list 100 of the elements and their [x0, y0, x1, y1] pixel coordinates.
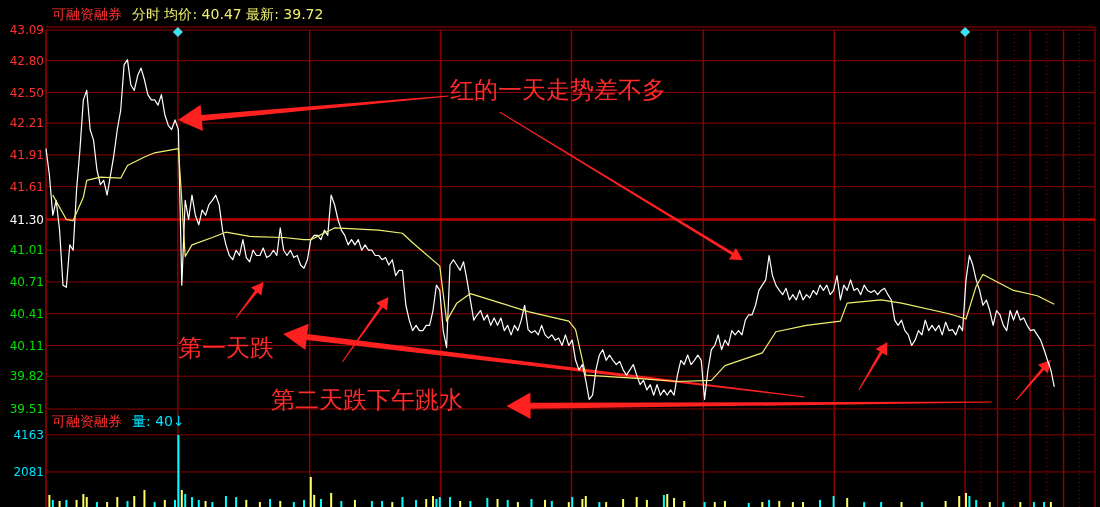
bar — [1002, 502, 1005, 507]
bar — [1019, 502, 1022, 507]
bar — [622, 499, 625, 507]
bar — [846, 497, 849, 507]
bar — [965, 492, 967, 507]
y-tick-label: 41.30 — [9, 212, 44, 227]
bar — [571, 497, 574, 507]
bar — [975, 499, 978, 507]
bar — [703, 502, 706, 507]
bar — [1043, 502, 1046, 507]
y-tick-label: 4163 — [13, 428, 44, 443]
bar — [204, 500, 207, 507]
bar — [683, 500, 686, 507]
bar — [180, 489, 183, 507]
bar — [381, 500, 384, 507]
bar — [723, 500, 726, 507]
bar — [48, 494, 51, 507]
bar — [1032, 502, 1035, 507]
bar — [153, 502, 156, 507]
bar — [459, 500, 462, 507]
bar — [880, 502, 883, 507]
y-tick-label: 42.21 — [9, 116, 44, 131]
bar — [163, 499, 166, 507]
bar — [958, 496, 961, 507]
y-tick-label: 41.91 — [9, 148, 44, 163]
bar — [224, 496, 227, 507]
bar — [65, 499, 68, 507]
y-tick-label: 39.51 — [9, 402, 44, 417]
bar — [486, 497, 489, 507]
bar — [116, 497, 119, 507]
bar — [82, 494, 85, 507]
bar — [778, 500, 781, 507]
bar — [832, 496, 835, 507]
bar — [920, 502, 923, 507]
bar — [713, 502, 716, 507]
y-tick-label: 2081 — [13, 465, 44, 480]
bar — [598, 502, 601, 507]
bar — [944, 500, 947, 507]
bar — [425, 499, 428, 507]
bar — [544, 499, 547, 507]
annotation: 第二天跌下午跳水 — [271, 386, 464, 415]
bar — [802, 502, 805, 507]
y-tick-label: 41.01 — [9, 243, 44, 258]
line-series — [52, 147, 1055, 383]
bar — [448, 497, 451, 507]
bar — [863, 502, 866, 507]
annotation: 第一天跌 — [177, 334, 274, 363]
bar — [340, 500, 343, 507]
bar — [235, 497, 238, 507]
bar — [415, 499, 418, 507]
bar — [516, 502, 519, 507]
bar — [496, 499, 499, 507]
bar — [469, 500, 472, 507]
bar — [662, 494, 665, 507]
bar — [319, 499, 322, 507]
bar — [645, 499, 648, 507]
bar — [673, 497, 676, 507]
bar — [401, 497, 404, 507]
bar — [330, 492, 333, 507]
bar — [968, 496, 971, 507]
bar — [747, 502, 750, 507]
bar — [900, 502, 903, 507]
y-tick-label: 40.41 — [9, 306, 44, 321]
y-tick-label: 40.71 — [9, 275, 44, 290]
bar — [85, 497, 88, 507]
bar — [530, 499, 533, 507]
y-tick-label: 41.61 — [9, 179, 44, 194]
bar — [988, 502, 991, 507]
bar — [245, 499, 248, 507]
chart-subtitle: 量: 40↓ — [132, 412, 185, 429]
bar — [106, 502, 109, 507]
y-tick-label: 39.82 — [9, 369, 44, 384]
annotation: 红的一天走势差不多 — [450, 76, 667, 105]
bar — [303, 499, 306, 507]
bar — [197, 499, 200, 507]
bar — [506, 499, 509, 507]
bar — [51, 499, 54, 507]
bar — [1049, 502, 1052, 507]
bar — [211, 502, 214, 507]
bar — [258, 502, 261, 507]
y-tick-label: 42.80 — [9, 53, 44, 68]
bar — [75, 499, 78, 507]
bar — [567, 502, 570, 507]
bar — [269, 499, 272, 507]
bar — [605, 502, 608, 507]
bar — [550, 500, 553, 507]
bar — [635, 497, 638, 507]
bar — [438, 497, 441, 507]
bar — [184, 494, 187, 507]
bar — [370, 500, 373, 507]
bar — [292, 502, 295, 507]
bar — [279, 500, 282, 507]
bar — [581, 499, 584, 507]
bar — [435, 499, 438, 507]
y-tick-label: 40.11 — [9, 338, 44, 353]
bar — [177, 434, 180, 507]
y-tick-label: 42.50 — [9, 85, 44, 100]
bar — [791, 502, 794, 507]
chart-subtitle: 分时 均价: 40.47 最新: 39.72 — [132, 5, 324, 22]
chart-title: 可融资融券 — [52, 412, 122, 429]
